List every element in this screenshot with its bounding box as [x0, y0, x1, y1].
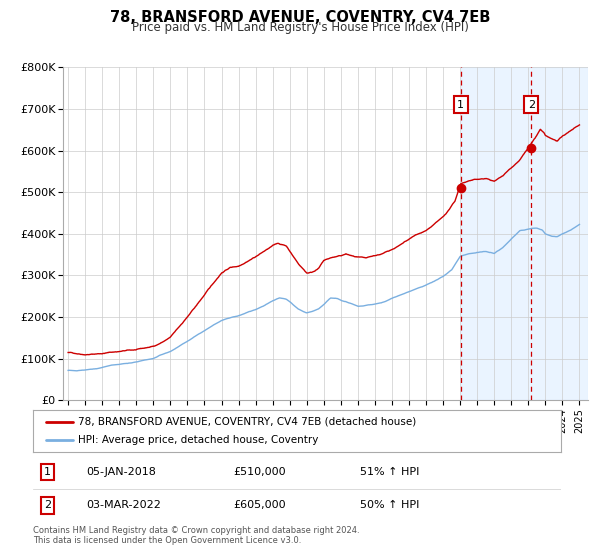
Text: 50% ↑ HPI: 50% ↑ HPI	[361, 501, 420, 510]
Text: 51% ↑ HPI: 51% ↑ HPI	[361, 468, 420, 477]
Text: HPI: Average price, detached house, Coventry: HPI: Average price, detached house, Cove…	[78, 435, 318, 445]
Text: 03-MAR-2022: 03-MAR-2022	[86, 501, 161, 510]
Text: 1: 1	[44, 468, 51, 477]
Text: £605,000: £605,000	[233, 501, 286, 510]
Text: Price paid vs. HM Land Registry's House Price Index (HPI): Price paid vs. HM Land Registry's House …	[131, 21, 469, 34]
Text: £510,000: £510,000	[233, 468, 286, 477]
Text: 1: 1	[457, 100, 464, 110]
Text: 2: 2	[44, 501, 52, 510]
Text: 05-JAN-2018: 05-JAN-2018	[86, 468, 155, 477]
Text: 2: 2	[527, 100, 535, 110]
Text: Contains HM Land Registry data © Crown copyright and database right 2024.: Contains HM Land Registry data © Crown c…	[33, 526, 359, 535]
Text: 78, BRANSFORD AVENUE, COVENTRY, CV4 7EB (detached house): 78, BRANSFORD AVENUE, COVENTRY, CV4 7EB …	[78, 417, 416, 427]
Text: 78, BRANSFORD AVENUE, COVENTRY, CV4 7EB: 78, BRANSFORD AVENUE, COVENTRY, CV4 7EB	[110, 10, 490, 25]
Text: This data is licensed under the Open Government Licence v3.0.: This data is licensed under the Open Gov…	[33, 536, 301, 545]
Bar	[461, 67, 588, 400]
